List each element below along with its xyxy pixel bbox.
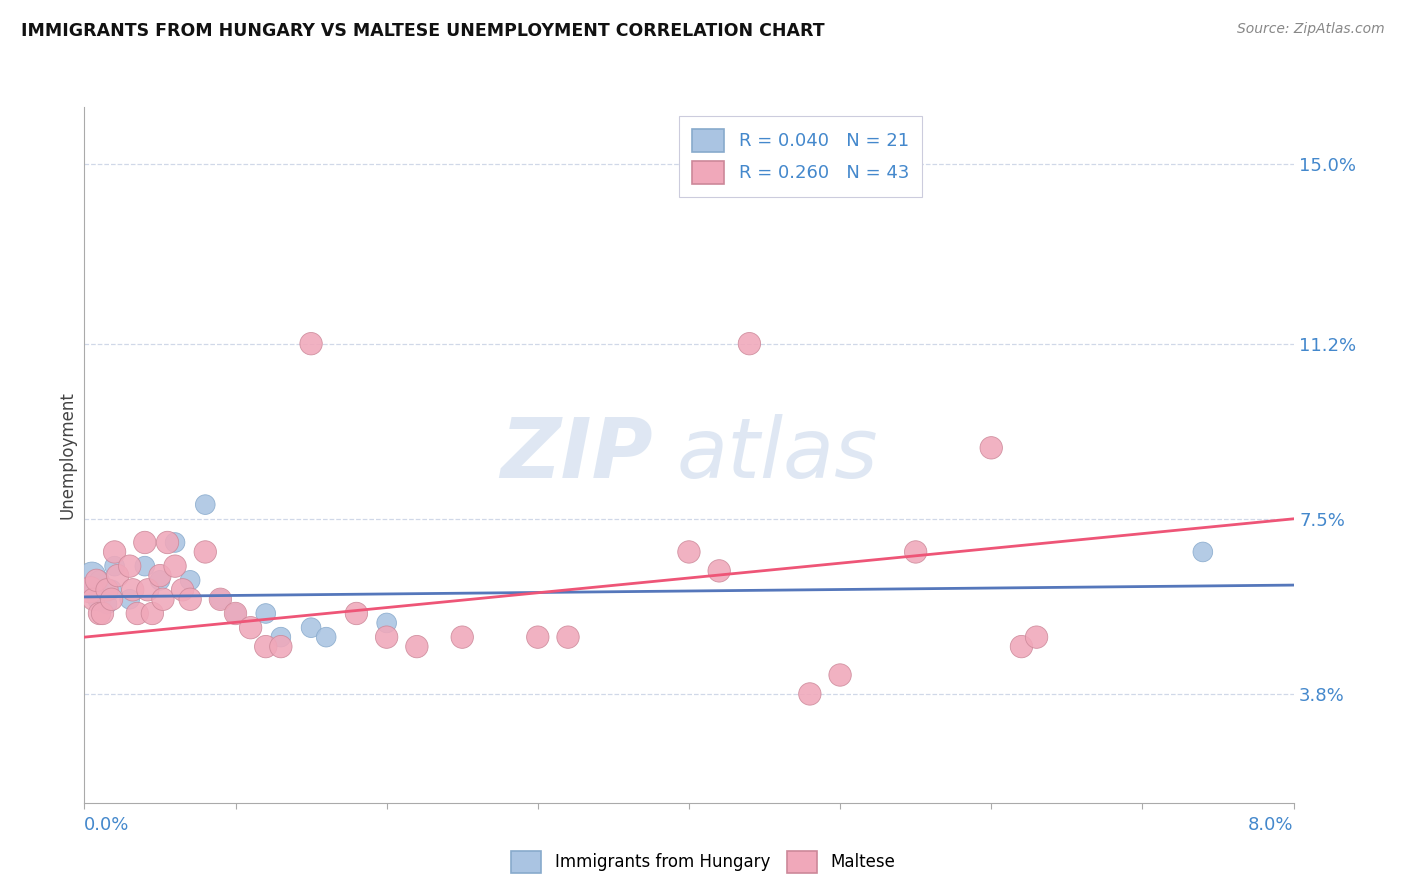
Point bbox=[149, 568, 172, 582]
Point bbox=[127, 607, 149, 621]
Point bbox=[134, 535, 156, 549]
Point bbox=[136, 582, 159, 597]
Point bbox=[1011, 640, 1033, 654]
Point bbox=[239, 621, 262, 635]
Point bbox=[118, 559, 141, 574]
Point bbox=[270, 640, 292, 654]
Point bbox=[179, 592, 201, 607]
Point bbox=[152, 592, 174, 607]
Point bbox=[194, 498, 217, 512]
Point bbox=[315, 630, 337, 644]
Text: atlas: atlas bbox=[676, 415, 879, 495]
Point bbox=[254, 607, 277, 621]
Point bbox=[165, 559, 187, 574]
Point bbox=[225, 607, 247, 621]
Point bbox=[299, 621, 322, 635]
Point bbox=[96, 582, 118, 597]
Point bbox=[134, 559, 156, 574]
Point bbox=[406, 640, 429, 654]
Point bbox=[141, 607, 163, 621]
Point bbox=[270, 630, 292, 644]
Point bbox=[830, 668, 852, 682]
Point bbox=[165, 535, 187, 549]
Point bbox=[86, 574, 108, 588]
Point bbox=[118, 592, 141, 607]
Point bbox=[1192, 545, 1215, 559]
Text: 0.0%: 0.0% bbox=[84, 816, 129, 834]
Point bbox=[299, 336, 322, 351]
Legend: R = 0.040   N = 21, R = 0.260   N = 43: R = 0.040 N = 21, R = 0.260 N = 43 bbox=[679, 116, 922, 197]
Point bbox=[96, 597, 118, 611]
Point bbox=[91, 607, 114, 621]
Point bbox=[104, 545, 127, 559]
Point bbox=[100, 582, 122, 597]
Point bbox=[89, 607, 111, 621]
Legend: Immigrants from Hungary, Maltese: Immigrants from Hungary, Maltese bbox=[505, 845, 901, 880]
Point bbox=[80, 568, 103, 582]
Point bbox=[89, 574, 111, 588]
Point bbox=[799, 687, 821, 701]
Point bbox=[980, 441, 1002, 455]
Point bbox=[179, 574, 201, 588]
Y-axis label: Unemployment: Unemployment bbox=[58, 391, 76, 519]
Text: Source: ZipAtlas.com: Source: ZipAtlas.com bbox=[1237, 22, 1385, 37]
Point bbox=[557, 630, 579, 644]
Point bbox=[527, 630, 550, 644]
Point bbox=[89, 592, 111, 607]
Point bbox=[121, 582, 143, 597]
Text: IMMIGRANTS FROM HUNGARY VS MALTESE UNEMPLOYMENT CORRELATION CHART: IMMIGRANTS FROM HUNGARY VS MALTESE UNEMP… bbox=[21, 22, 825, 40]
Point bbox=[149, 574, 172, 588]
Point bbox=[209, 592, 232, 607]
Point bbox=[156, 535, 179, 549]
Point bbox=[1025, 630, 1047, 644]
Point bbox=[738, 336, 761, 351]
Point bbox=[172, 582, 194, 597]
Point bbox=[375, 630, 398, 644]
Point bbox=[254, 640, 277, 654]
Point bbox=[451, 630, 474, 644]
Text: ZIP: ZIP bbox=[501, 415, 652, 495]
Point bbox=[107, 568, 129, 582]
Point bbox=[209, 592, 232, 607]
Point bbox=[100, 592, 122, 607]
Point bbox=[194, 545, 217, 559]
Point bbox=[79, 582, 101, 597]
Point bbox=[346, 607, 368, 621]
Point bbox=[709, 564, 731, 578]
Point bbox=[104, 559, 127, 574]
Point bbox=[375, 615, 398, 630]
Text: 8.0%: 8.0% bbox=[1249, 816, 1294, 834]
Point bbox=[678, 545, 700, 559]
Point bbox=[82, 592, 104, 607]
Point bbox=[225, 607, 247, 621]
Point bbox=[904, 545, 927, 559]
Point bbox=[86, 582, 108, 597]
